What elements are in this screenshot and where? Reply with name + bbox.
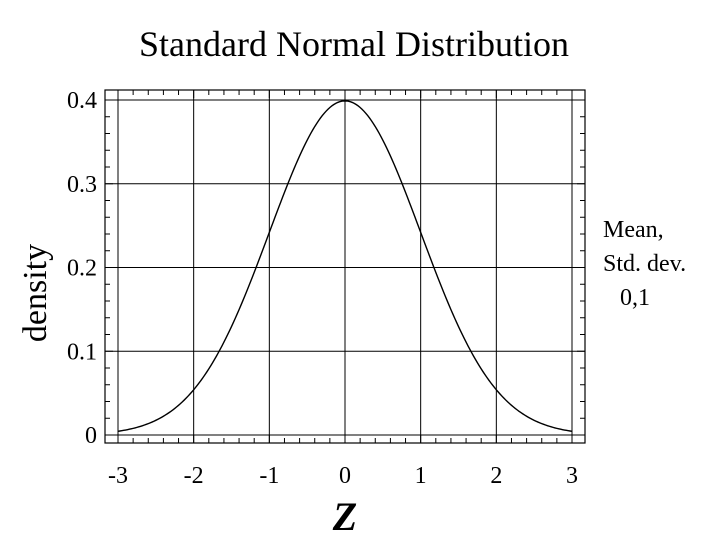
legend-line-2: Std. dev.	[603, 251, 686, 277]
legend-line-1: Mean,	[603, 217, 664, 243]
legend: Mean, Std. dev. 0,1	[603, 217, 686, 311]
x-tick-label-2: -1	[259, 463, 279, 489]
y-axis-label: density	[17, 244, 54, 342]
x-tick-label-3: 0	[339, 463, 351, 489]
plot-area: -3 -2 -1 0 1 2 3 0 0.1 0.2 0.3 0.4	[67, 88, 586, 489]
x-tick-label-0: -3	[108, 463, 128, 489]
chart-title: Standard Normal Distribution	[139, 24, 569, 64]
y-tick-label-3: 0.3	[67, 172, 97, 198]
x-tick-label-5: 2	[490, 463, 502, 489]
legend-line-3: 0,1	[620, 285, 650, 311]
y-tick-label-0: 0	[85, 423, 97, 449]
series-line-density	[117, 100, 573, 432]
x-tick-label-1: -2	[184, 463, 204, 489]
x-tick-label-4: 1	[415, 463, 427, 489]
y-tick-label-2: 0.2	[67, 256, 97, 282]
x-axis-label: Z	[332, 494, 357, 539]
y-tick-label-1: 0.1	[67, 339, 97, 365]
x-tick-label-6: 3	[566, 463, 578, 489]
y-tick-label-4: 0.4	[67, 88, 97, 114]
